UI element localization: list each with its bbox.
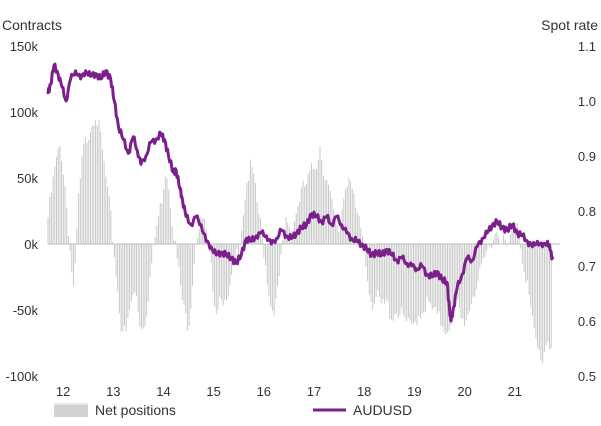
audusd-line [46, 62, 554, 323]
left-tick-label: -100k [5, 369, 38, 384]
x-tick-label: 15 [206, 384, 220, 399]
x-tick-label: 12 [56, 384, 70, 399]
x-tick-label: 13 [106, 384, 120, 399]
legend: Net positions AUDUSD [54, 402, 412, 418]
right-tick-label: 0.8 [578, 204, 596, 219]
right-axis-ticks: 1.1 1.0 0.9 0.8 0.7 0.6 0.5 [578, 39, 596, 384]
left-tick-label: 150k [10, 39, 39, 54]
right-tick-label: 1.1 [578, 39, 596, 54]
x-tick-label: 17 [307, 384, 321, 399]
x-tick-label: 21 [508, 384, 522, 399]
net-positions-bars [47, 120, 552, 364]
right-tick-label: 0.6 [578, 314, 596, 329]
left-axis-title: Contracts [2, 17, 62, 33]
right-tick-label: 0.7 [578, 259, 596, 274]
left-tick-label: 50k [17, 171, 38, 186]
x-tick-label: 14 [156, 384, 170, 399]
x-tick-label: 20 [457, 384, 471, 399]
right-tick-label: 1.0 [578, 94, 596, 109]
x-axis-ticks: 12 13 14 15 16 17 18 19 20 21 [56, 384, 522, 399]
x-tick-label: 18 [357, 384, 371, 399]
left-tick-label: 100k [10, 105, 39, 120]
left-tick-label: -50k [13, 303, 39, 318]
left-axis-ticks: 150k 100k 50k 0k -50k -100k [5, 39, 38, 384]
right-axis-title: Spot rate [541, 17, 598, 33]
left-tick-label: 0k [24, 237, 38, 252]
legend-label-audusd: AUDUSD [353, 402, 412, 418]
x-tick-label: 19 [407, 384, 421, 399]
right-tick-label: 0.9 [578, 149, 596, 164]
legend-label-net-positions: Net positions [95, 402, 176, 418]
x-tick-label: 16 [257, 384, 271, 399]
legend-swatch-net-positions [54, 403, 88, 417]
right-tick-label: 0.5 [578, 369, 596, 384]
